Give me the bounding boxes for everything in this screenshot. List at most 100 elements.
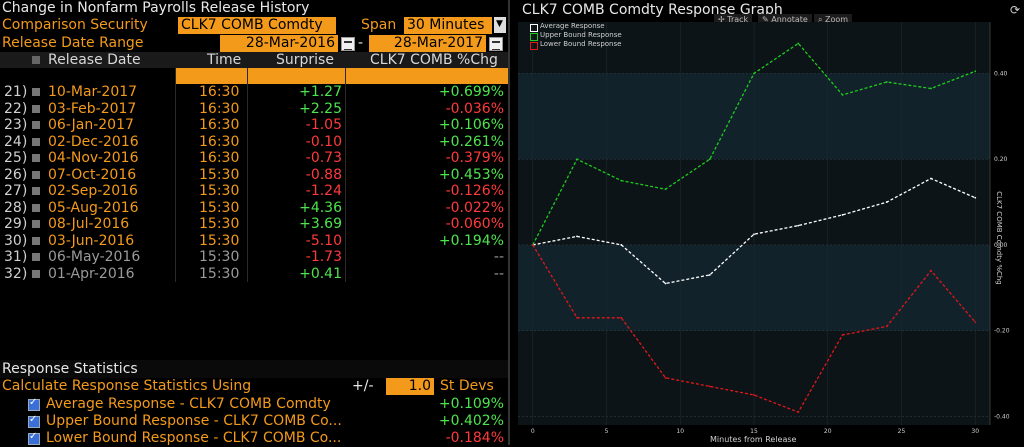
- legend-lower[interactable]: Lower Bound Response: [530, 40, 622, 50]
- row-checkbox[interactable]: [32, 236, 40, 245]
- stats-row[interactable]: Average Response - CLK7 COMB Comdty +0.10…: [0, 396, 508, 413]
- stats-checkbox[interactable]: [28, 431, 40, 445]
- surprise-value: -5.10: [305, 232, 342, 249]
- data-point: [620, 316, 623, 319]
- select-all-checkbox[interactable]: [32, 56, 40, 64]
- chg-value: +0.194%: [438, 232, 504, 249]
- data-point: [664, 376, 667, 379]
- release-history-panel: Change in Nonfarm Payrolls Release Histo…: [0, 0, 508, 447]
- row-checkbox[interactable]: [32, 88, 40, 96]
- span-select[interactable]: 30 Minutes: [404, 17, 492, 34]
- table-header: Release Date Time Surprise CLK7 COMB %Ch…: [0, 52, 508, 68]
- row-checkbox[interactable]: [32, 170, 40, 179]
- date-to-field[interactable]: 28-Mar-2017: [369, 35, 486, 52]
- stats-checkbox[interactable]: [28, 414, 40, 428]
- table-row[interactable]: 21) 10-Mar-2017 16:30 +1.27 +0.699%: [0, 84, 508, 100]
- x-tick-label: 30: [971, 428, 979, 435]
- column-divider: [247, 68, 248, 282]
- stats-row[interactable]: Upper Bound Response - CLK7 COMB Co... +0…: [0, 413, 508, 430]
- data-point: [664, 188, 667, 191]
- data-point: [797, 42, 800, 45]
- refresh-icon[interactable]: ⟳: [1009, 3, 1020, 17]
- table-row[interactable]: 27) 02-Sep-2016 15:30 -1.24 -0.126%: [0, 183, 508, 199]
- track-tool[interactable]: ✢ Track: [714, 14, 753, 25]
- table-row[interactable]: 24) 02-Dec-2016 16:30 -0.10 +0.261%: [0, 133, 508, 150]
- annotate-tool[interactable]: ✎ Annotate: [758, 14, 812, 25]
- data-point: [841, 334, 844, 336]
- calendar-icon[interactable]: [341, 37, 355, 51]
- row-checkbox[interactable]: [32, 269, 40, 278]
- release-date: 02-Dec-2016: [48, 133, 139, 150]
- table-row[interactable]: 29) 08-Jul-2016 15:30 +3.69 -0.060%: [0, 216, 508, 232]
- data-point: [620, 179, 623, 182]
- y-axis-title: CLK7 COMB Comdty %Chg: [995, 170, 1016, 310]
- header-surprise[interactable]: Surprise: [276, 52, 334, 68]
- stats-row[interactable]: Lower Bound Response - CLK7 COMB Co... -0…: [0, 430, 508, 447]
- data-point: [708, 385, 711, 388]
- release-time: 15:30: [199, 249, 240, 265]
- stats-checkbox[interactable]: [28, 397, 40, 411]
- data-point: [930, 177, 932, 180]
- row-number: 31): [4, 249, 28, 265]
- surprise-value: -1.73: [305, 249, 342, 265]
- row-checkbox[interactable]: [32, 220, 40, 228]
- table-row[interactable]: 32) 01-Apr-2016 15:30 +0.41 --: [0, 265, 508, 282]
- response-chart[interactable]: 0.40 0.20 0.00 -0.20 -0.40 0 5 10 15 20 25 30: [510, 0, 1024, 445]
- chg-value: +0.261%: [438, 133, 504, 150]
- data-point: [708, 274, 711, 276]
- row-checkbox[interactable]: [32, 121, 40, 129]
- table-row[interactable]: 28) 05-Aug-2016 15:30 +4.36 -0.022%: [0, 199, 508, 216]
- calendar-icon[interactable]: [489, 37, 503, 51]
- surprise-value: -1.05: [305, 117, 342, 133]
- table-row[interactable]: 26) 07-Oct-2016 15:30 -0.88 +0.453%: [0, 166, 508, 183]
- panel-divider[interactable]: [508, 0, 510, 445]
- row-checkbox[interactable]: [32, 187, 40, 195]
- release-date: 06-Jan-2017: [48, 117, 134, 133]
- row-checkbox[interactable]: [32, 104, 40, 113]
- stats-value: +0.109%: [438, 396, 504, 412]
- data-point: [531, 244, 534, 246]
- data-point: [974, 196, 977, 199]
- stdev-input[interactable]: 1.0: [386, 378, 434, 395]
- row-checkbox[interactable]: [32, 154, 40, 162]
- x-tick-label: 20: [824, 428, 832, 435]
- comparison-security-field[interactable]: CLK7 COMB Comdty: [178, 17, 336, 34]
- release-date: 10-Mar-2017: [48, 84, 138, 100]
- stats-value: -0.184%: [445, 430, 504, 446]
- release-date: 05-Aug-2016: [48, 199, 139, 216]
- date-from-field[interactable]: 28-Mar-2016: [220, 35, 338, 52]
- table-row[interactable]: 23) 06-Jan-2017 16:30 -1.05 +0.106%: [0, 117, 508, 133]
- x-tick-label: 15: [750, 428, 758, 435]
- surprise-value: -0.10: [305, 133, 342, 150]
- row-number: 25): [4, 150, 28, 166]
- header-time[interactable]: Time: [207, 52, 242, 68]
- table-row[interactable]: 22) 03-Feb-2017 16:30 +2.25 -0.036%: [0, 100, 508, 117]
- row-checkbox[interactable]: [32, 203, 40, 212]
- row-checkbox[interactable]: [32, 253, 40, 261]
- legend-upper[interactable]: Upper Bound Response: [530, 31, 622, 41]
- x-tick-label: 25: [898, 428, 906, 435]
- table-row[interactable]: 30) 03-Jun-2016 15:30 -5.10 +0.194%: [0, 232, 508, 249]
- data-point: [753, 72, 755, 75]
- stats-label: Lower Bound Response - CLK7 COMB Co...: [46, 430, 342, 446]
- chg-value: -0.036%: [445, 100, 504, 117]
- header-chg[interactable]: CLK7 COMB %Chg: [370, 52, 498, 68]
- y-axis-label: CLK7 COMB Comdty %Chg: [994, 191, 1003, 285]
- plus-minus-label: +/-: [352, 378, 374, 394]
- data-point: [664, 282, 667, 285]
- span-dropdown-button[interactable]: ▼: [494, 17, 506, 33]
- release-date: 08-Jul-2016: [48, 216, 130, 232]
- data-point: [841, 214, 844, 216]
- row-checkbox[interactable]: [32, 137, 40, 146]
- column-divider: [345, 68, 346, 282]
- header-release-date[interactable]: Release Date: [48, 52, 141, 68]
- table-row[interactable]: 25) 04-Nov-2016 16:30 -0.73 -0.379%: [0, 150, 508, 166]
- stats-value: +0.402%: [438, 413, 504, 429]
- release-date: 03-Jun-2016: [48, 232, 135, 249]
- column-divider: [175, 68, 176, 282]
- legend-average[interactable]: Average Response: [530, 22, 622, 32]
- table-row[interactable]: 31) 06-May-2016 15:30 -1.73 --: [0, 249, 508, 265]
- stats-title: Response Statistics: [2, 361, 138, 377]
- row-number: 27): [4, 183, 28, 199]
- row-number: 24): [4, 133, 28, 150]
